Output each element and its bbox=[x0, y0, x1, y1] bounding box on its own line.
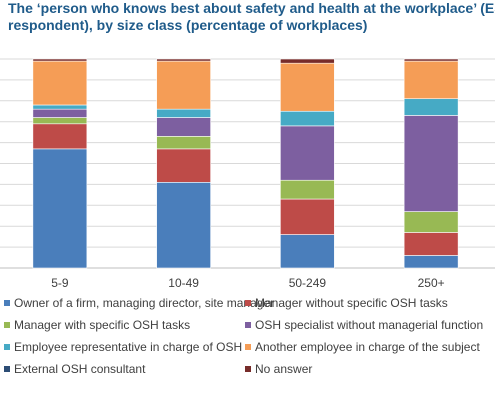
bar-segment bbox=[280, 198, 335, 235]
bar-segment bbox=[156, 136, 211, 150]
legend-swatch bbox=[4, 322, 10, 328]
legend-item: Another employee in charge of the subjec… bbox=[245, 340, 480, 354]
bar-segment bbox=[280, 62, 335, 112]
legend-swatch bbox=[245, 300, 251, 306]
legend-swatch bbox=[245, 366, 251, 372]
x-tick-label: 250+ bbox=[418, 276, 445, 290]
legend-swatch bbox=[245, 322, 251, 328]
chart-title: The ‘person who knows best about safety … bbox=[8, 0, 495, 34]
x-tick-label: 5-9 bbox=[51, 276, 69, 290]
legend-swatch bbox=[4, 300, 10, 306]
chart-title-line-1: The ‘person who knows best about safety … bbox=[8, 0, 495, 16]
legend-label: No answer bbox=[255, 362, 313, 376]
bar-segment bbox=[280, 179, 335, 200]
bar-segment bbox=[403, 232, 459, 256]
bar-segment bbox=[280, 234, 335, 269]
legend-item: Owner of a firm, managing director, site… bbox=[4, 296, 274, 310]
legend-swatch bbox=[245, 344, 251, 350]
legend-item: External OSH consultant bbox=[4, 362, 145, 376]
bar-segment bbox=[156, 108, 211, 118]
x-tick-label: 10-49 bbox=[168, 276, 199, 290]
legend-item: Employee representative in charge of OSH bbox=[4, 340, 242, 354]
bar-segment bbox=[32, 60, 88, 106]
bar-segment bbox=[32, 108, 88, 118]
bar-segment bbox=[156, 148, 211, 183]
bar-segment bbox=[280, 125, 335, 181]
bar-segment bbox=[403, 211, 459, 233]
bar-segment bbox=[156, 117, 211, 137]
legend-label: Manager without specific OSH tasks bbox=[255, 296, 448, 310]
bar-segment bbox=[156, 60, 211, 110]
legend-label: Manager with specific OSH tasks bbox=[14, 318, 191, 332]
bar-segment bbox=[156, 182, 211, 269]
chart-title-line-2: respondent), by size class (percentage o… bbox=[8, 17, 368, 33]
legend-item: Manager without specific OSH tasks bbox=[245, 296, 448, 310]
bar-segment bbox=[403, 255, 459, 269]
bar-segment bbox=[32, 123, 88, 150]
legend-swatch bbox=[4, 366, 10, 372]
legend-label: Employee representative in charge of OSH bbox=[14, 340, 243, 354]
stacked-bar-chart: 5-9 10-49 50-249 250+ bbox=[0, 58, 495, 290]
bar-segment bbox=[280, 58, 335, 64]
legend-label: OSH specialist without managerial functi… bbox=[255, 318, 484, 332]
bar-segment bbox=[403, 60, 459, 100]
x-tick-label: 50-249 bbox=[289, 276, 327, 290]
bar-segment bbox=[403, 58, 459, 62]
bar-segment bbox=[32, 148, 88, 269]
bar-segment bbox=[32, 104, 88, 110]
legend-item: OSH specialist without managerial functi… bbox=[245, 318, 483, 332]
chart-legend: Owner of a firm, managing director, site… bbox=[0, 296, 495, 400]
bar-segment bbox=[156, 58, 211, 62]
legend-item: Manager with specific OSH tasks bbox=[4, 318, 190, 332]
legend-label: External OSH consultant bbox=[14, 362, 146, 376]
bar-segment bbox=[403, 115, 459, 212]
bar-segment bbox=[32, 117, 88, 125]
legend-item: No answer bbox=[245, 362, 312, 376]
bar-segment bbox=[403, 98, 459, 116]
bar-segment bbox=[280, 110, 335, 127]
legend-swatch bbox=[4, 344, 10, 350]
bar-segment bbox=[32, 58, 88, 62]
legend-label: Another employee in charge of the subjec… bbox=[255, 340, 480, 354]
legend-label: Owner of a firm, managing director, site… bbox=[14, 296, 275, 310]
